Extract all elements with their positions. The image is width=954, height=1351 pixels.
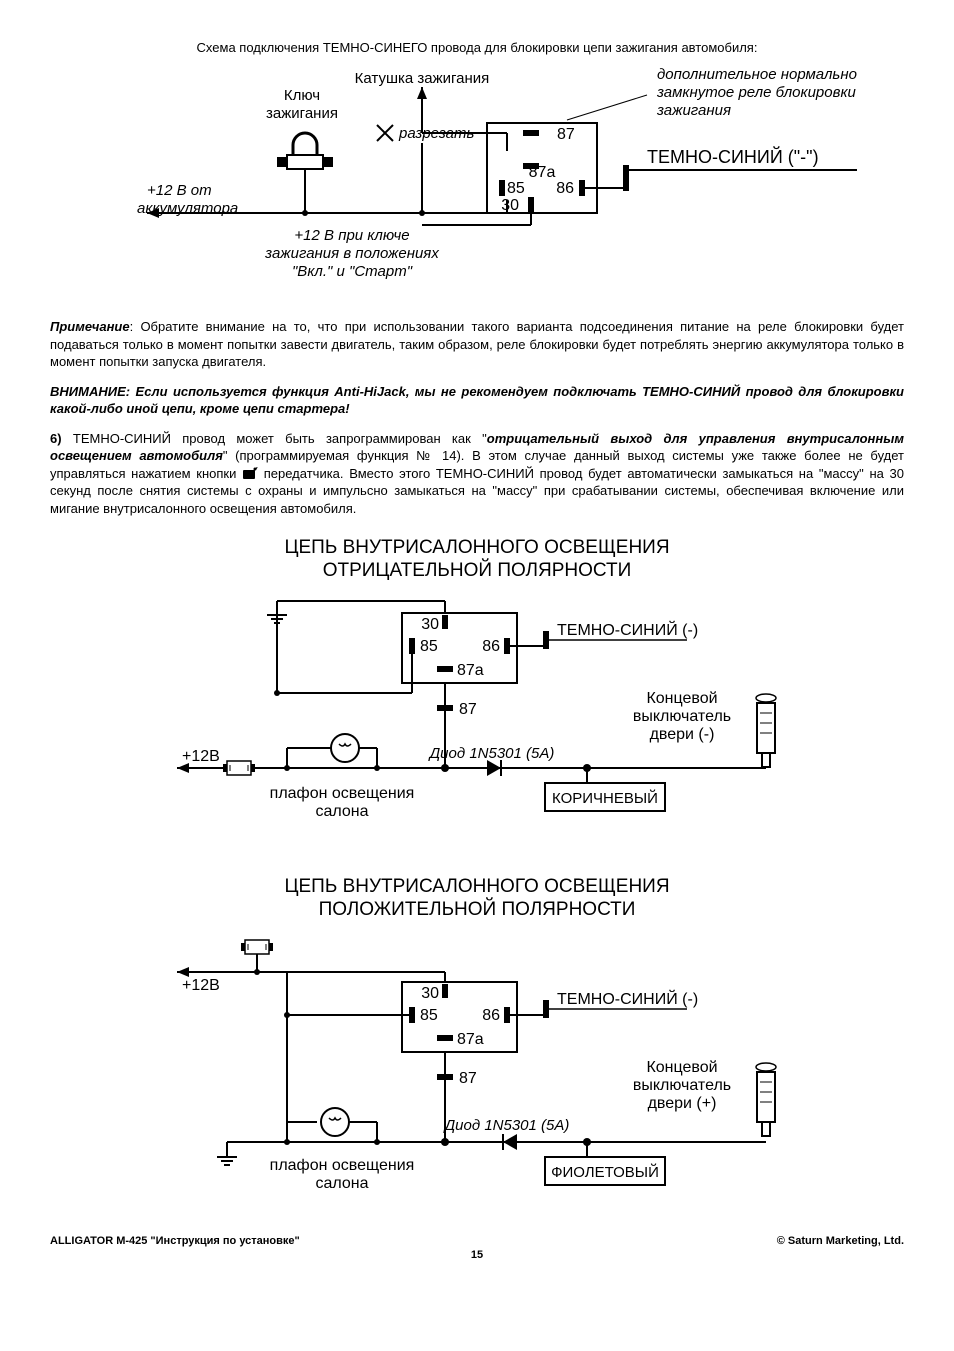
d3-pin87a: 87a [457,1031,484,1048]
d2-brown: КОРИЧНЕВЫЙ [552,789,658,807]
ground-icon-2 [217,1157,237,1165]
d3-12v: +12В [182,977,220,994]
relay-l2: замкнутое реле блокировки [656,84,857,101]
d2-lamp1: плафон освещения [270,785,415,802]
pin86: 86 [556,180,574,197]
lamp-icon-2 [321,1108,349,1136]
door-switch-icon-2 [756,1063,776,1136]
d2-pin87: 87 [459,701,477,718]
title3: ЦЕПЬ ВНУТРИСАЛОННОГО ОСВЕЩЕНИЯПОЛОЖИТЕЛЬ… [50,876,904,922]
d3-wire: ТЕМНО-СИНИЙ (-) [557,989,698,1008]
wire-label: ТЕМНО-СИНИЙ ("-") [647,146,819,167]
fuse-icon [223,761,255,775]
d2-12v: +12В [182,748,220,765]
section6-a: ТЕМНО-СИНИЙ провод может быть запрограмм… [73,431,487,446]
d3-diode: Диод 1N5301 (5А) [443,1117,570,1134]
d3-sw1: Концевой [646,1059,717,1076]
d2-pin86: 86 [482,638,500,655]
door-switch-icon [756,694,776,767]
batt-l1: +12 В от [147,182,212,199]
diode-icon [487,760,501,776]
key-l1: Ключ [284,87,320,104]
d3-sw2: выключатель [633,1077,731,1094]
note-label: Примечание [50,319,130,334]
footer-right: © Saturn Marketing, Ltd. [777,1235,904,1247]
footer-left: ALLIGATOR M-425 "Инструкция по установке… [50,1235,300,1247]
d3-sw3: двери (+) [648,1095,717,1112]
diode-icon-2 [503,1134,517,1150]
keyed-l3: "Вкл." и "Старт" [292,263,413,280]
d2-pin87a: 87a [457,662,484,679]
d3-pin85: 85 [420,1007,438,1024]
diagram-negative-polarity: 30 85 86 87a 87 ТЕМНО-СИНИЙ (-) +12В [50,593,904,856]
d2-diode: Диод 1N5301 (5А) [428,745,555,762]
d3-pin87: 87 [459,1070,477,1087]
keyed-l1: +12 В при ключе [294,227,409,244]
pin87: 87 [557,126,575,143]
relay-l1: дополнительное нормально [657,66,857,83]
keyed-l2: зажигания в положениях [264,245,439,262]
ignition-key-icon [277,133,333,185]
d2-pin30: 30 [421,616,439,633]
d3-pin86: 86 [482,1007,500,1024]
d2-sw2: выключатель [633,708,731,725]
d2-wire: ТЕМНО-СИНИЙ (-) [557,620,698,639]
page-footer: ALLIGATOR M-425 "Инструкция по установке… [50,1235,904,1247]
d3-pin30: 30 [421,985,439,1002]
d2-sw1: Концевой [646,690,717,707]
relay-l3: зажигания [656,102,731,119]
diagram-ignition-lock: Катушка зажигания дополнительное нормаль… [50,65,904,298]
batt-l2: аккумулятора [137,200,238,217]
section6-num: 6) [50,431,73,446]
pin87a: 87a [529,164,556,181]
warning-para: ВНИМАНИЕ: Если используется функция Anti… [50,383,904,418]
key-l2: зажигания [266,105,338,122]
note-text: : Обратите внимание на то, что при испол… [50,319,904,369]
transmitter-icon [242,466,258,480]
lamp-icon [327,734,359,762]
d2-pin85: 85 [420,638,438,655]
d2-lamp2: салона [315,803,368,820]
coil-label: Катушка зажигания [355,70,490,87]
title2: ЦЕПЬ ВНУТРИСАЛОННОГО ОСВЕЩЕНИЯОТРИЦАТЕЛЬ… [50,537,904,583]
note-para: Примечание: Обратите внимание на то, что… [50,318,904,371]
d2-sw3: двери (-) [650,726,715,743]
pin30: 30 [501,197,519,214]
d3-violet: ФИОЛЕТОВЫЙ [551,1163,659,1181]
page-number: 15 [50,1249,904,1261]
intro-text: Схема подключения ТЕМНО-СИНЕГО провода д… [50,40,904,55]
d3-lamp2: салона [315,1175,368,1192]
d3-lamp1: плафон освещения [270,1157,415,1174]
fuse-icon-2 [241,940,273,954]
diagram-positive-polarity: +12В 30 85 86 87a 87 ТЕМНО-СИНИЙ (-) [50,932,904,1215]
section6-para: 6) ТЕМНО-СИНИЙ провод может быть запрогр… [50,430,904,518]
pin85: 85 [507,180,525,197]
